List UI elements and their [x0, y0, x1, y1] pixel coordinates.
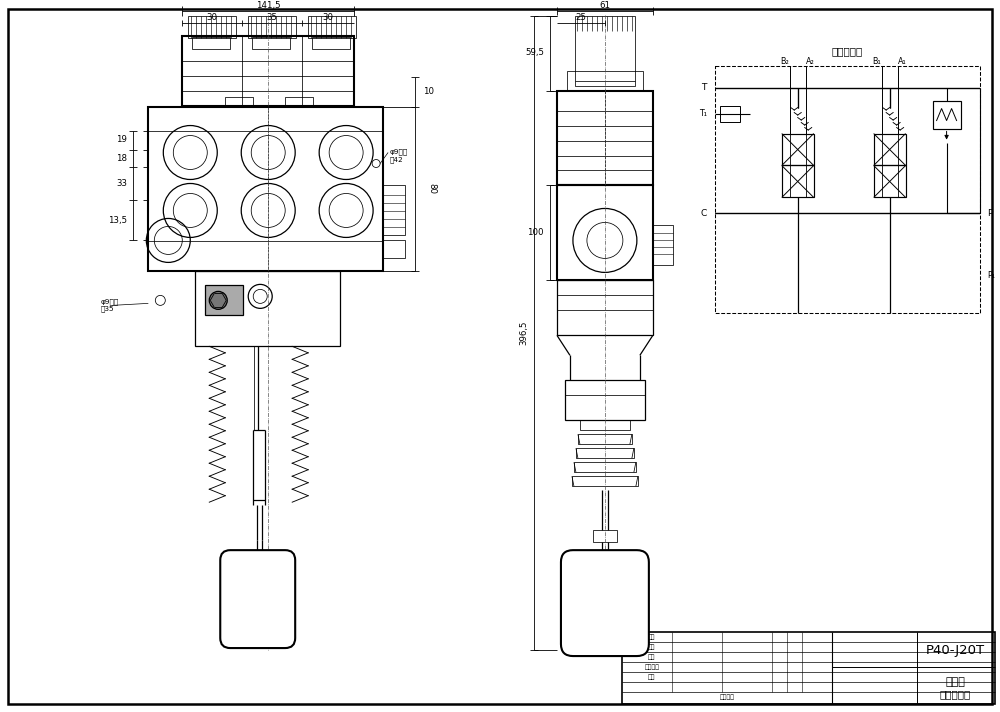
Bar [557, 186, 653, 281]
Text: B₁: B₁ [872, 57, 881, 66]
Bar [576, 449, 634, 459]
Bar [225, 97, 253, 107]
Bar [182, 36, 354, 105]
Bar [653, 226, 673, 266]
Bar [572, 476, 638, 486]
Bar [580, 420, 630, 430]
Text: P40-J20T: P40-J20T [926, 644, 985, 656]
Circle shape [209, 291, 227, 310]
Bar [720, 105, 740, 122]
Text: C: C [701, 209, 707, 218]
Text: 设计: 设计 [648, 644, 656, 650]
Text: 工艺检查: 工艺检查 [644, 664, 659, 670]
Text: A₂: A₂ [806, 57, 815, 66]
Text: 100: 100 [527, 228, 544, 237]
Bar [933, 100, 961, 129]
Text: 批准: 批准 [648, 674, 656, 680]
Text: 80: 80 [427, 184, 436, 194]
Text: 液压原理图: 液压原理图 [832, 46, 863, 56]
Bar [567, 70, 643, 90]
Bar [715, 66, 980, 313]
Text: T: T [701, 83, 707, 92]
Bar [874, 165, 906, 197]
Text: 审核: 审核 [648, 654, 656, 660]
Bar [192, 36, 230, 48]
Bar [622, 632, 995, 704]
Bar [578, 434, 632, 444]
Bar [593, 530, 617, 542]
Text: 141,5: 141,5 [256, 1, 281, 10]
Text: B₂: B₂ [780, 57, 789, 66]
Text: 30: 30 [323, 13, 334, 22]
Text: T₁: T₁ [699, 109, 707, 118]
Text: 图样代号: 图样代号 [719, 694, 734, 700]
Bar [148, 107, 383, 271]
Bar [248, 16, 296, 38]
Bar [383, 186, 405, 236]
Bar [308, 16, 356, 38]
Bar [575, 16, 635, 85]
Text: 59,5: 59,5 [525, 48, 544, 57]
Text: 35: 35 [267, 13, 278, 22]
Bar [565, 380, 645, 420]
Bar [312, 36, 350, 48]
FancyBboxPatch shape [561, 550, 649, 656]
Bar [782, 165, 814, 197]
Bar [874, 134, 906, 165]
Text: 19: 19 [116, 135, 127, 144]
Text: 396,5: 396,5 [519, 320, 528, 345]
Text: 外形尺寸图: 外形尺寸图 [940, 689, 971, 699]
Bar [557, 281, 653, 335]
Text: P: P [988, 209, 993, 218]
Bar [557, 90, 653, 186]
Text: φ9通孔
高35: φ9通孔 高35 [100, 298, 119, 313]
Bar [574, 462, 636, 472]
Text: 18: 18 [116, 154, 127, 163]
Text: 多路阀: 多路阀 [946, 677, 966, 687]
Text: 33: 33 [116, 179, 127, 188]
Text: 25: 25 [575, 13, 586, 22]
Bar [285, 97, 313, 107]
Bar [188, 16, 236, 38]
Text: φ9通孔
高42: φ9通孔 高42 [390, 149, 408, 163]
Bar [383, 241, 405, 258]
Text: A₁: A₁ [898, 57, 907, 66]
Text: 13,5: 13,5 [108, 216, 127, 225]
Bar [195, 271, 340, 346]
Bar [782, 134, 814, 165]
Bar [252, 36, 290, 48]
Text: 标记: 标记 [648, 634, 656, 640]
Bar [205, 286, 243, 315]
Text: 30: 30 [207, 13, 218, 22]
FancyBboxPatch shape [220, 550, 295, 648]
Text: 10: 10 [423, 87, 434, 96]
Text: 61: 61 [599, 1, 610, 10]
Text: P₁: P₁ [988, 271, 996, 280]
